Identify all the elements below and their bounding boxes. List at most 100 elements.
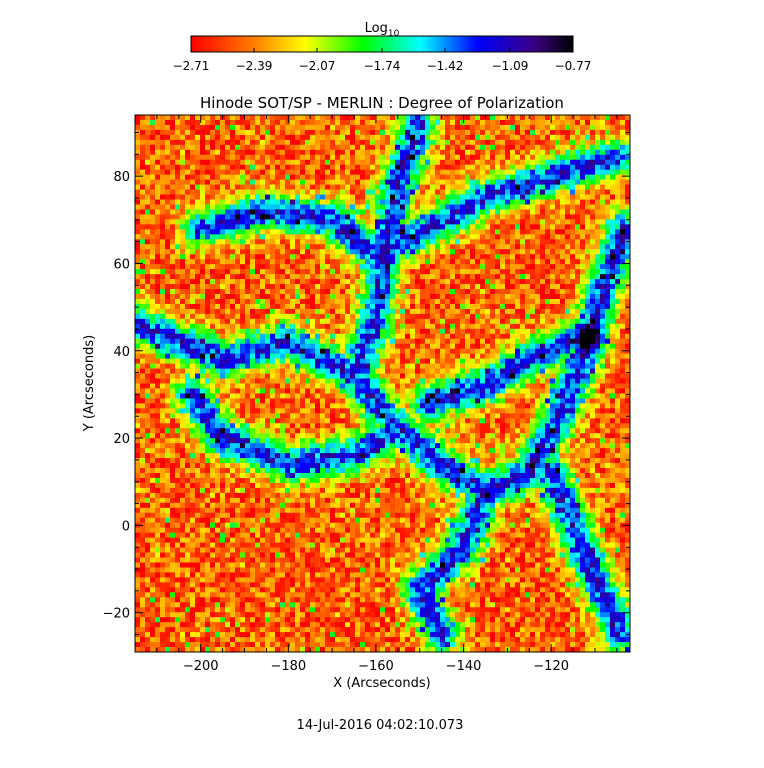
heatmap-cell	[370, 289, 376, 295]
heatmap-cell	[505, 159, 511, 166]
heatmap-cell	[170, 323, 176, 330]
heatmap-cell	[225, 264, 231, 270]
heatmap-cell	[295, 298, 301, 305]
heatmap-cell	[180, 294, 186, 300]
heatmap-cell	[345, 164, 351, 171]
heatmap-cell	[295, 204, 301, 211]
heatmap-cell	[620, 184, 626, 191]
heatmap-cell	[265, 129, 271, 136]
heatmap-cell	[435, 289, 441, 295]
heatmap-cell	[290, 313, 296, 320]
heatmap-cell	[510, 159, 516, 166]
heatmap-cell	[570, 313, 576, 320]
heatmap-cell	[305, 189, 311, 196]
heatmap-cell	[575, 164, 581, 171]
heatmap-cell	[315, 224, 321, 230]
heatmap-cell	[475, 229, 481, 235]
heatmap-cell	[440, 139, 446, 146]
heatmap-cell	[145, 308, 151, 315]
heatmap-cell	[580, 169, 586, 176]
heatmap-cell	[270, 333, 276, 340]
heatmap-cell	[550, 144, 556, 151]
heatmap-cell	[195, 174, 201, 181]
heatmap-cell	[270, 289, 276, 295]
heatmap-cell	[260, 194, 266, 201]
heatmap-cell	[410, 289, 416, 295]
heatmap-cell	[410, 328, 416, 335]
heatmap-cell	[475, 289, 481, 295]
heatmap-cell	[585, 244, 591, 250]
heatmap-cell	[315, 289, 321, 295]
heatmap-cell	[360, 249, 366, 255]
heatmap-cell	[405, 343, 411, 350]
heatmap-cell	[470, 343, 476, 350]
heatmap-cell	[395, 323, 401, 330]
heatmap-cell	[245, 323, 251, 330]
heatmap-cell	[275, 313, 281, 320]
heatmap-cell	[620, 174, 626, 181]
heatmap-cell	[150, 179, 156, 186]
heatmap-cell	[475, 338, 481, 345]
heatmap-cell	[545, 313, 551, 320]
heatmap-cell	[465, 264, 471, 270]
heatmap-cell	[350, 129, 356, 136]
heatmap-cell	[475, 199, 481, 206]
heatmap-cell	[615, 154, 621, 161]
heatmap-cell	[585, 279, 591, 285]
heatmap-cell	[560, 254, 566, 260]
heatmap-cell	[335, 343, 341, 350]
heatmap-cell	[225, 294, 231, 300]
heatmap-cell	[550, 189, 556, 196]
heatmap-cell	[620, 249, 626, 255]
heatmap-cell	[315, 318, 321, 325]
heatmap-cell	[370, 239, 376, 245]
heatmap-cell	[145, 199, 151, 206]
heatmap-cell	[250, 129, 256, 136]
heatmap-cell	[430, 328, 436, 335]
heatmap-cell	[475, 154, 481, 161]
heatmap-cell	[595, 284, 601, 290]
heatmap-cell	[495, 259, 501, 265]
heatmap-cell	[580, 219, 586, 225]
heatmap-cell	[255, 284, 261, 290]
heatmap-cell	[315, 239, 321, 245]
heatmap-cell	[600, 174, 606, 181]
heatmap-cell	[235, 264, 241, 270]
heatmap-cell	[500, 308, 506, 315]
heatmap-cell	[570, 229, 576, 235]
heatmap-cell	[535, 209, 541, 216]
heatmap-cell	[390, 338, 396, 345]
heatmap-cell	[265, 348, 271, 355]
heatmap-cell	[585, 289, 591, 295]
heatmap-cell	[320, 149, 326, 156]
heatmap-cell	[500, 149, 506, 156]
heatmap-cell	[530, 264, 536, 270]
heatmap-cell	[520, 289, 526, 295]
heatmap-cell	[260, 284, 266, 290]
heatmap-cell	[285, 254, 291, 260]
heatmap-cell	[385, 179, 391, 186]
heatmap-cell	[410, 294, 416, 300]
heatmap-cell	[380, 353, 386, 360]
heatmap-cell	[510, 199, 516, 206]
heatmap-cell	[135, 119, 141, 126]
heatmap-cell	[400, 149, 406, 156]
heatmap-cell	[390, 214, 396, 221]
heatmap-cell	[540, 214, 546, 221]
heatmap-cell	[385, 259, 391, 265]
heatmap-cell	[495, 343, 501, 350]
heatmap-cell	[180, 124, 186, 131]
heatmap-cell	[615, 294, 621, 300]
heatmap-cell	[385, 244, 391, 250]
heatmap-cell	[295, 129, 301, 136]
heatmap-cell	[365, 328, 371, 335]
heatmap-cell	[320, 328, 326, 335]
heatmap-cell	[585, 174, 591, 181]
heatmap-cell	[285, 179, 291, 186]
heatmap-cell	[575, 194, 581, 201]
heatmap-cell	[585, 149, 591, 156]
heatmap-cell	[590, 338, 596, 345]
heatmap-cell	[175, 139, 181, 146]
heatmap-cell	[605, 303, 611, 310]
heatmap-cell	[465, 159, 471, 166]
